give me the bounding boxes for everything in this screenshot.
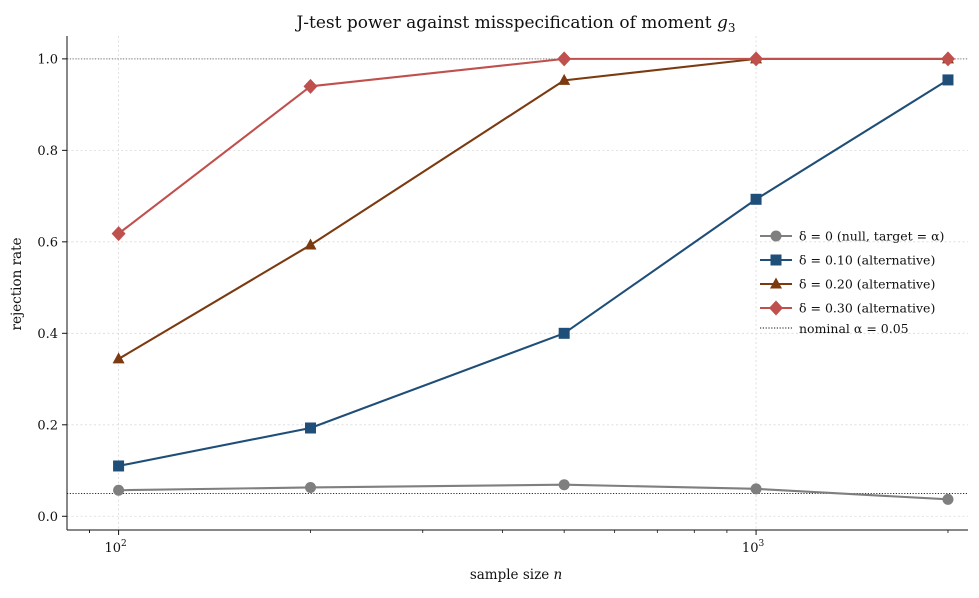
data-point-diamond <box>749 51 764 67</box>
data-point-circle <box>304 481 316 493</box>
axes-layer: 0.0 0.2 0.4 0.6 0.8 1.0 102 103 <box>37 36 968 556</box>
data-point-square <box>750 193 762 205</box>
data-point-diamond <box>111 226 126 242</box>
data-point-circle <box>750 483 762 495</box>
data-point-square <box>942 74 954 86</box>
y-tick-label: 0.4 <box>37 327 58 342</box>
data-point-diamond <box>940 51 955 67</box>
y-tick-label: 0.6 <box>37 235 58 250</box>
legend-label: δ = 0.10 (alternative) <box>799 253 935 268</box>
legend-label: δ = 0.30 (alternative) <box>799 301 935 316</box>
data-point-circle <box>942 493 954 505</box>
data-point-diamond <box>303 78 318 94</box>
y-axis-label: rejection rate <box>9 238 25 331</box>
chart-title: J-test power against misspecification of… <box>294 13 735 35</box>
series-line <box>117 57 948 235</box>
series-layer <box>111 51 955 505</box>
legend-label: nominal α = 0.05 <box>799 321 909 336</box>
x-tick-label: 102 <box>104 539 126 556</box>
series-2 <box>112 52 954 364</box>
legend: δ = 0 (null, target = α) δ = 0.10 (altern… <box>760 229 944 336</box>
data-point-square <box>558 327 570 339</box>
data-point-square <box>304 422 316 434</box>
legend-marker <box>770 277 782 289</box>
legend-label: δ = 0.20 (alternative) <box>799 277 935 292</box>
legend-marker <box>770 254 782 266</box>
data-point-circle <box>558 479 570 491</box>
series-3 <box>111 51 955 242</box>
y-tick-label: 0.2 <box>37 418 58 433</box>
data-point-triangle <box>112 352 125 364</box>
data-point-circle <box>113 484 125 496</box>
y-tick-label: 0.0 <box>37 510 58 525</box>
data-point-triangle <box>304 238 317 250</box>
data-point-triangle <box>558 73 571 85</box>
data-point-square <box>113 460 125 472</box>
series-0 <box>113 479 954 505</box>
legend-label: δ = 0 (null, target = α) <box>799 229 944 244</box>
data-point-diamond <box>557 51 572 67</box>
y-tick-label: 0.8 <box>37 144 58 159</box>
grid-layer <box>67 36 968 530</box>
y-tick-label: 1.0 <box>37 52 58 67</box>
x-tick-label: 103 <box>742 539 765 556</box>
series-1 <box>113 74 954 472</box>
legend-marker <box>770 230 782 242</box>
x-axis-label: sample size n <box>470 567 562 583</box>
series-line <box>118 483 949 501</box>
legend-marker <box>769 300 783 316</box>
